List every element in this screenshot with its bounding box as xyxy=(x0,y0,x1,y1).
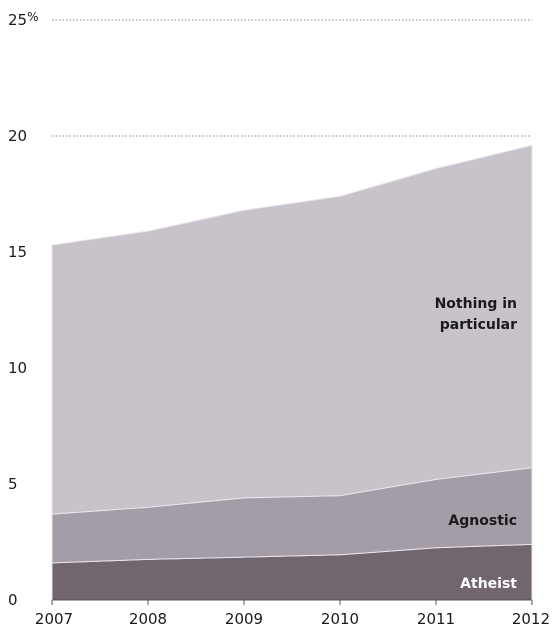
series-labels: Atheist Agnostic Nothing in particular xyxy=(435,296,518,592)
x-axis: 2007 2008 2009 2010 2011 2012 xyxy=(35,599,550,628)
y-tick-label-5: 5 xyxy=(8,475,18,493)
x-tick-label-2012: 2012 xyxy=(512,610,550,628)
series-label-nothing-in-particular: Nothing in particular xyxy=(435,296,518,333)
y-tick-label-25: 25% xyxy=(8,10,39,29)
y-tick-label-20: 20 xyxy=(8,127,27,145)
x-tick-label-2007: 2007 xyxy=(35,610,73,628)
series-areas xyxy=(51,144,533,601)
y-axis: 0 5 10 15 20 25% xyxy=(8,10,39,609)
x-tick-label-2010: 2010 xyxy=(321,610,359,628)
x-tick-label-2009: 2009 xyxy=(225,610,263,628)
y-tick-label-0: 0 xyxy=(8,591,18,609)
series-label-agnostic: Agnostic xyxy=(448,513,517,529)
series-label-atheist: Atheist xyxy=(460,576,517,592)
y-tick-label-10: 10 xyxy=(8,359,27,377)
area-nothing-in-particular xyxy=(51,144,533,515)
x-tick-label-2011: 2011 xyxy=(417,610,455,628)
y-tick-label-15: 15 xyxy=(8,243,27,261)
gridlines xyxy=(52,19,532,137)
x-tick-label-2008: 2008 xyxy=(129,610,167,628)
